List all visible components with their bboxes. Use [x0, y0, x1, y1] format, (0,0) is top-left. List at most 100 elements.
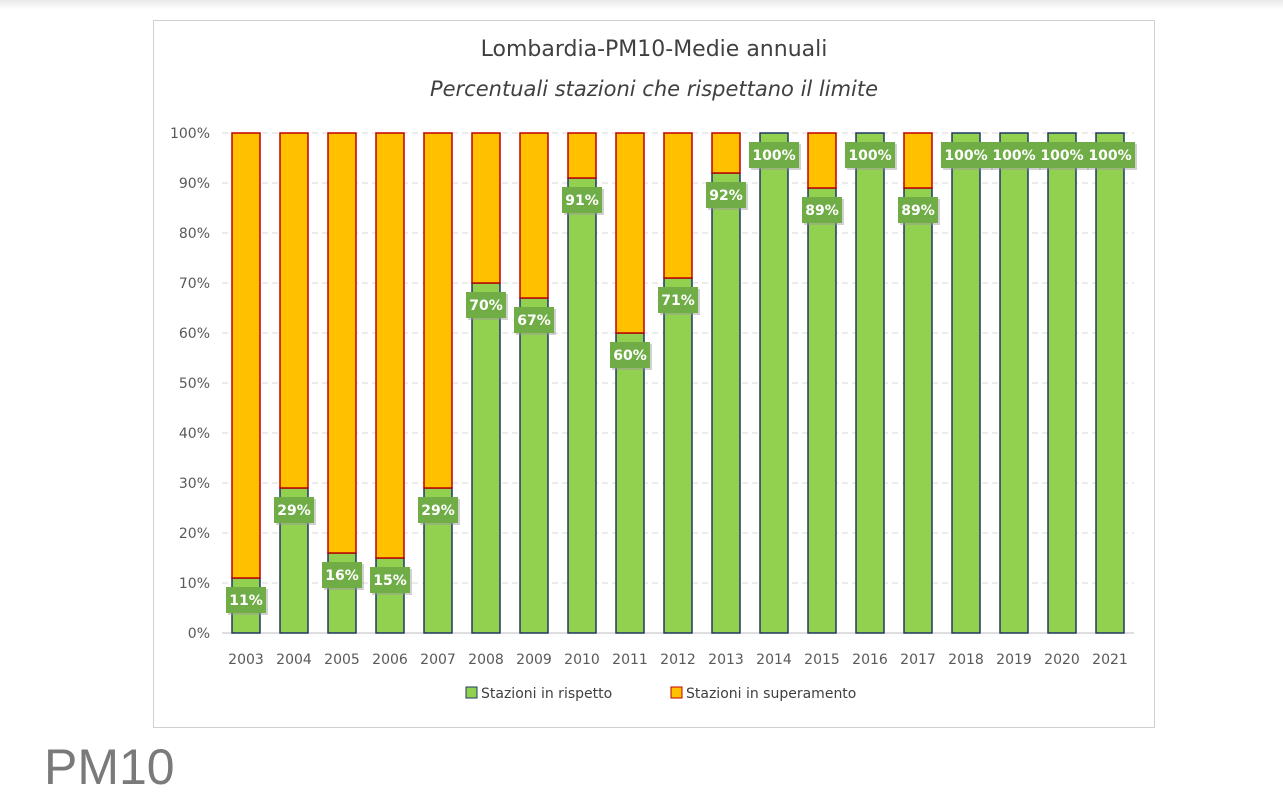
y-tick-label: 70%	[179, 276, 210, 292]
data-label-box	[226, 587, 266, 613]
y-tick-label: 90%	[179, 176, 210, 192]
bar-rispetto	[615, 332, 645, 634]
y-tick-label: 60%	[179, 326, 210, 342]
data-label-box	[989, 142, 1039, 168]
x-tick-label: 2011	[612, 652, 648, 668]
top-shadow-bar	[0, 0, 1283, 10]
data-label: 67%	[517, 313, 551, 329]
bar-superamento	[663, 132, 693, 279]
data-label: 11%	[229, 593, 263, 609]
bar-superamento	[471, 132, 501, 284]
bar-superamento	[279, 132, 309, 489]
bar-rispetto	[1095, 132, 1125, 634]
data-label-box	[466, 292, 506, 318]
y-tick-label: 80%	[179, 226, 210, 242]
legend-swatch	[670, 686, 683, 699]
data-label: 100%	[1088, 148, 1131, 164]
bar-superamento	[423, 132, 453, 489]
y-tick-label: 10%	[179, 576, 210, 592]
bar-superamento	[519, 132, 549, 299]
bar-rispetto	[663, 277, 693, 634]
y-tick-label: 50%	[179, 376, 210, 392]
bar-rispetto	[519, 297, 549, 634]
y-tick-label: 40%	[179, 426, 210, 442]
bar-superamento	[567, 132, 597, 179]
legend-label: Stazioni in rispetto	[481, 686, 612, 702]
x-tick-label: 2006	[372, 652, 408, 668]
bar-chart-plot: 0% 10% 20% 30% 40% 50% 60% 70% 80% 90% 100% 2003 200…	[170, 126, 1137, 702]
x-tick-label: 2021	[1092, 652, 1128, 668]
data-label-box	[802, 197, 842, 223]
bar-rispetto	[567, 177, 597, 634]
data-label: 16%	[325, 568, 359, 584]
data-label-box	[706, 182, 746, 208]
bar-rispetto	[855, 132, 885, 634]
x-tick-label: 2003	[228, 652, 264, 668]
x-tick-label: 2009	[516, 652, 552, 668]
bar-rispetto	[951, 132, 981, 634]
bar-superamento	[711, 132, 741, 174]
data-label: 91%	[565, 193, 599, 209]
data-label-box	[562, 187, 602, 213]
chart-subtitle: Percentuali stazioni che rispettano il l…	[429, 77, 879, 101]
x-tick-label: 2019	[996, 652, 1032, 668]
x-tick-label: 2014	[756, 652, 792, 668]
bar-superamento	[615, 132, 645, 334]
x-tick-label: 2018	[948, 652, 984, 668]
legend-swatch	[465, 686, 478, 699]
bar-rispetto	[1047, 132, 1077, 634]
x-tick-label: 2013	[708, 652, 744, 668]
legend-label: Stazioni in superamento	[686, 686, 856, 702]
bar-superamento	[327, 132, 357, 554]
bar-rispetto	[711, 172, 741, 634]
data-label: 29%	[277, 503, 311, 519]
data-label: 92%	[709, 188, 743, 204]
data-label: 100%	[944, 148, 987, 164]
x-tick-label: 2012	[660, 652, 696, 668]
x-tick-label: 2017	[900, 652, 936, 668]
x-tick-label: 2004	[276, 652, 312, 668]
data-label-box	[322, 562, 362, 588]
data-label-box	[418, 497, 458, 523]
bar-superamento	[807, 132, 837, 189]
data-label: 100%	[752, 148, 795, 164]
y-tick-label: 30%	[179, 476, 210, 492]
data-label-box	[941, 142, 991, 168]
data-label: 29%	[421, 503, 455, 519]
data-label-box	[274, 497, 314, 523]
data-label: 100%	[992, 148, 1035, 164]
y-tick-label: 0%	[188, 626, 210, 642]
bar-rispetto	[471, 282, 501, 634]
data-label: 89%	[805, 203, 839, 219]
data-label-box	[898, 197, 938, 223]
x-tick-label: 2020	[1044, 652, 1080, 668]
bar-rispetto	[999, 132, 1029, 634]
footer-title: PM10	[44, 739, 175, 795]
data-label: 70%	[469, 298, 503, 314]
data-label: 100%	[848, 148, 891, 164]
x-tick-label: 2010	[564, 652, 600, 668]
x-tick-label: 2008	[468, 652, 504, 668]
x-tick-label: 2005	[324, 652, 360, 668]
data-label-box	[514, 307, 554, 333]
chart-title: Lombardia-PM10-Medie annuali	[480, 37, 828, 62]
bar-superamento	[903, 132, 933, 189]
x-tick-label: 2016	[852, 652, 888, 668]
bar-rispetto	[903, 187, 933, 634]
bar-superamento	[375, 132, 405, 559]
data-label-box	[658, 287, 698, 313]
data-label-box	[1085, 142, 1135, 168]
bar-rispetto	[807, 187, 837, 634]
data-label-box	[610, 342, 650, 368]
bar-superamento	[231, 132, 261, 579]
data-label-box	[749, 142, 799, 168]
data-label: 60%	[613, 348, 647, 364]
data-label-box	[370, 567, 410, 593]
chart-area: Lombardia-PM10-Medie annuali Percentuali…	[153, 20, 1155, 728]
x-tick-label: 2015	[804, 652, 840, 668]
x-tick-label: 2007	[420, 652, 456, 668]
y-tick-label: 100%	[170, 126, 210, 142]
data-label: 15%	[373, 573, 407, 589]
data-label-box	[1037, 142, 1087, 168]
data-label-box	[845, 142, 895, 168]
